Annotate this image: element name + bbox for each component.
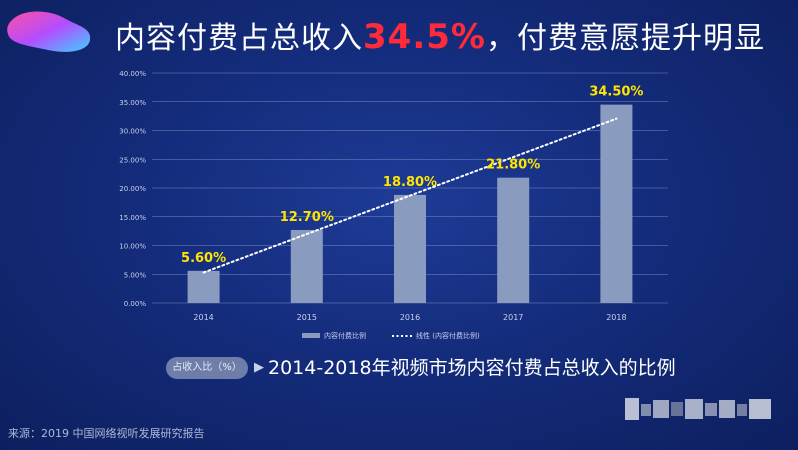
data-label: 21.80% <box>486 158 540 173</box>
y-tick-label: 35.00% <box>119 99 146 107</box>
bar <box>600 104 633 303</box>
data-label: 12.70% <box>280 210 334 225</box>
caption-pill: 占收入比（%） <box>166 357 248 379</box>
legend-swatch-bars <box>302 333 320 338</box>
legend-label-trendline: 线性 (内容付费比例) <box>416 331 480 340</box>
y-tick-label: 40.00% <box>119 70 146 78</box>
chart-caption: 2014-2018年视频市场内容付费占总收入的比例 <box>268 357 676 379</box>
y-tick-label: 10.00% <box>119 243 146 251</box>
y-tick-label: 25.00% <box>119 156 146 164</box>
page-title: 内容付费占总收入34.5%，付费意愿提升明显 <box>115 14 775 60</box>
bar <box>394 194 426 303</box>
y-tick-label: 20.00% <box>119 185 146 193</box>
bar <box>187 270 220 303</box>
bar <box>497 177 530 303</box>
caption-arrow-icon: ▶ <box>254 360 264 375</box>
legend-label-bars: 内容付费比例 <box>324 331 366 340</box>
title-before: 内容付费占总收入 <box>115 21 363 56</box>
y-tick-label: 5.00% <box>124 271 147 279</box>
logo-icon <box>7 11 91 52</box>
trendline <box>202 117 618 274</box>
bar <box>290 229 323 303</box>
title-highlight: 34.5% <box>363 17 486 57</box>
x-tick-label: 2015 <box>297 313 317 322</box>
y-tick-label: 30.00% <box>119 128 146 136</box>
source-note: 来源：2019 中国网络视听发展研究报告 <box>8 427 205 440</box>
x-tick-label: 2018 <box>606 313 626 322</box>
x-tick-label: 2014 <box>193 313 213 322</box>
y-tick-label: 15.00% <box>119 214 146 222</box>
title-after: ，付费意愿提升明显 <box>485 21 765 56</box>
watermark-blur <box>625 398 771 420</box>
x-tick-label: 2016 <box>400 313 420 322</box>
data-label: 5.60% <box>181 251 226 266</box>
data-label: 18.80% <box>383 175 437 190</box>
x-tick-label: 2017 <box>503 313 523 322</box>
y-tick-label: 0.00% <box>124 300 147 308</box>
data-label: 34.50% <box>589 85 643 100</box>
